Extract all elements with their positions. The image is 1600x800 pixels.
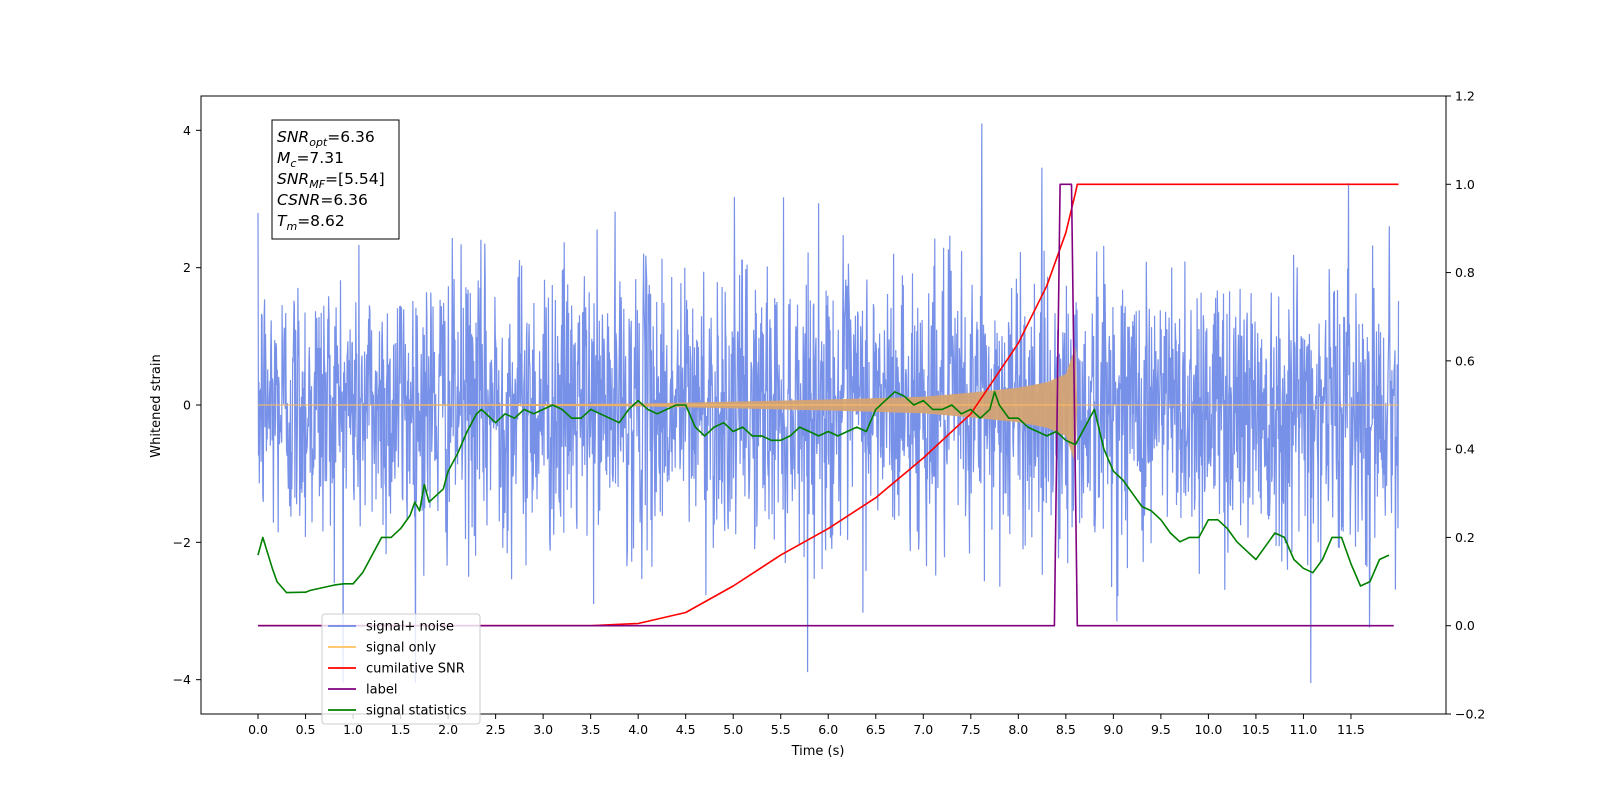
x-tick-label: 2.5 bbox=[486, 722, 506, 737]
y2-tick-label: 0.6 bbox=[1455, 353, 1475, 368]
x-tick-label: 10.5 bbox=[1242, 722, 1270, 737]
y2-tick-label: 1.0 bbox=[1455, 177, 1475, 192]
legend: signal+ noise signal only cumilative SNR la… bbox=[321, 613, 481, 725]
y2-tick-label: 0.8 bbox=[1455, 265, 1475, 280]
legend-entry: signal only bbox=[366, 641, 436, 656]
y2-tick-label: 0.4 bbox=[1455, 442, 1475, 457]
annotation-line: CSNR=6.36 bbox=[277, 191, 368, 209]
x-tick-label: 5.0 bbox=[723, 722, 743, 737]
legend-entry: label bbox=[366, 683, 397, 698]
y-tick-label: 2 bbox=[183, 260, 191, 275]
x-tick-label: 7.5 bbox=[961, 722, 981, 737]
annotation-line: SNRMF=[5.54] bbox=[277, 170, 385, 191]
y-tick-label: 4 bbox=[183, 123, 191, 138]
legend-entry: signal statistics bbox=[366, 704, 467, 719]
x-tick-label: 8.5 bbox=[1056, 722, 1076, 737]
x-tick-label: 6.5 bbox=[866, 722, 886, 737]
x-tick-label: 5.5 bbox=[771, 722, 791, 737]
x-tick-label: 3.0 bbox=[533, 722, 553, 737]
plot-area bbox=[257, 123, 1400, 684]
x-tick-label: 8.0 bbox=[1008, 722, 1028, 737]
x-axis: 0.0 0.5 1.0 1.5 2.0 2.5 3.0 3.5 4.0 4.5 5.0 5.5 6.0 6… bbox=[248, 714, 1365, 737]
x-tick-label: 3.5 bbox=[581, 722, 601, 737]
x-tick-label: 9.5 bbox=[1151, 722, 1171, 737]
y2-tick-label: 0.2 bbox=[1455, 530, 1475, 545]
y2-tick-label: −0.2 bbox=[1455, 707, 1485, 722]
annotation-frame bbox=[271, 119, 400, 240]
legend-frame bbox=[321, 613, 481, 725]
series-label bbox=[258, 183, 1394, 627]
x-tick-label: 0.0 bbox=[248, 722, 268, 737]
x-tick-label: 4.0 bbox=[628, 722, 648, 737]
x-tick-label: 7.0 bbox=[913, 722, 933, 737]
series-signal-statistics bbox=[257, 391, 1390, 594]
y-axis-left: 4 2 0 −2 −4 bbox=[173, 123, 201, 687]
legend-entry: signal+ noise bbox=[366, 620, 454, 635]
x-tick-label: 11.0 bbox=[1290, 722, 1318, 737]
y-axis-label: Whitened strain bbox=[149, 354, 164, 457]
y-tick-label: 0 bbox=[183, 398, 191, 413]
y-tick-label: −4 bbox=[173, 672, 191, 687]
x-tick-label: 10.0 bbox=[1194, 722, 1222, 737]
y-tick-label: −2 bbox=[173, 535, 191, 550]
y2-tick-label: 0.0 bbox=[1455, 618, 1475, 633]
y2-tick-label: 1.2 bbox=[1455, 89, 1475, 104]
x-tick-label: 6.0 bbox=[818, 722, 838, 737]
legend-entry: cumilative SNR bbox=[366, 662, 465, 677]
y-axis-right: 1.2 1.0 0.8 0.6 0.4 0.2 0.0 −0.2 bbox=[1446, 89, 1485, 722]
series-signal-noise bbox=[257, 123, 1400, 684]
x-tick-label: 1.0 bbox=[343, 722, 363, 737]
x-tick-label: 2.0 bbox=[438, 722, 458, 737]
annotation-line: Tm=8.62 bbox=[277, 212, 345, 233]
x-tick-label: 11.5 bbox=[1337, 722, 1365, 737]
x-axis-label: Time (s) bbox=[791, 744, 845, 759]
x-tick-label: 9.0 bbox=[1103, 722, 1123, 737]
annotation-line: Mc=7.31 bbox=[277, 149, 344, 170]
series-cumilative-snr bbox=[258, 183, 1399, 627]
x-tick-label: 0.5 bbox=[296, 722, 316, 737]
x-tick-label: 4.5 bbox=[676, 722, 696, 737]
x-tick-label: 1.5 bbox=[391, 722, 411, 737]
annotation-line: SNRopt=6.36 bbox=[277, 128, 375, 149]
